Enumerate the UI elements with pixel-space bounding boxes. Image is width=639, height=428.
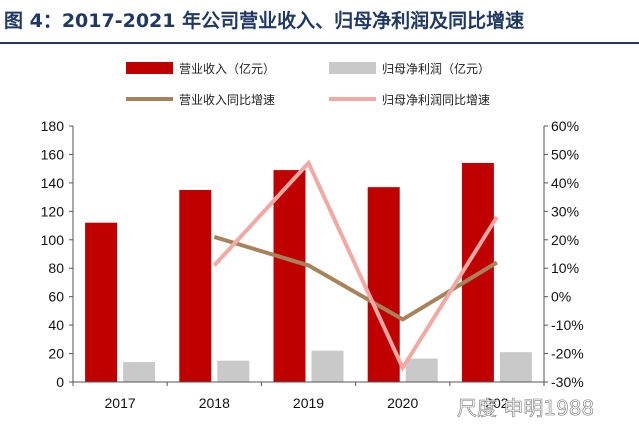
bar-s0-2019 <box>273 170 306 382</box>
left-tick-label: 20 <box>48 346 64 362</box>
left-tick-label: 40 <box>48 317 64 333</box>
bar-s1-2017 <box>123 362 156 382</box>
x-tick-label: 202 <box>485 395 509 411</box>
chart-title: 图 4：2017-2021 年公司营业收入、归母净利润及同比增速 <box>4 9 524 32</box>
left-tick-label: 160 <box>41 146 65 162</box>
left-tick-label: 180 <box>41 118 65 134</box>
legend-label-3: 归母净利润同比增速 <box>382 93 490 107</box>
bar-s1-2018 <box>217 360 250 382</box>
right-tick-label: 40% <box>551 175 579 191</box>
bars <box>85 162 532 382</box>
bar-s1-2020 <box>405 358 438 382</box>
left-tick-label: 0 <box>56 374 64 390</box>
right-tick-label: 50% <box>551 146 579 162</box>
legend-label-2: 营业收入同比增速 <box>179 93 275 107</box>
x-tick-label: 2017 <box>105 395 136 411</box>
lines <box>212 159 499 373</box>
watermark: 尺度 申明1988 <box>457 396 594 420</box>
x-axis-ticks: 2017 2018 2019 2020 202 <box>105 395 509 411</box>
legend-swatch-0 <box>126 62 173 74</box>
right-tick-label: 30% <box>551 203 579 219</box>
left-tick-label: 60 <box>48 289 64 305</box>
bar-s1-2019 <box>311 350 344 382</box>
legend: 营业收入（亿元） 归母净利润（亿元） 营业收入同比增速 归母净利润同比增速 <box>126 61 490 107</box>
left-tick-label: 100 <box>41 232 65 248</box>
line-series-0 <box>213 234 498 322</box>
legend-label-0: 营业收入（亿元） <box>179 61 275 76</box>
left-tick-label: 140 <box>41 175 65 191</box>
axes <box>72 126 545 386</box>
right-tick-label: -10% <box>551 317 584 333</box>
right-tick-label: 60% <box>551 118 579 134</box>
left-axis-ticks: 0 20 40 60 80 100 120 140 160 180 <box>41 118 73 390</box>
left-tick-label: 80 <box>48 260 64 276</box>
right-tick-label: -20% <box>551 346 584 362</box>
bar-s1-2021 <box>499 352 532 382</box>
right-tick-label: 10% <box>551 260 579 276</box>
left-tick-label: 120 <box>41 203 65 219</box>
bar-s0-2017 <box>85 222 118 382</box>
legend-swatch-1 <box>329 62 376 74</box>
right-tick-label: 20% <box>551 232 579 248</box>
right-tick-label: 0% <box>551 289 571 305</box>
right-tick-label: -30% <box>551 374 584 390</box>
x-tick-label: 2018 <box>199 395 230 411</box>
x-tick-label: 2019 <box>293 395 324 411</box>
x-tick-label: 2020 <box>387 395 418 411</box>
right-axis-ticks: -30% -20% -10% 0% 10% 20% 30% 40% 50% 60% <box>544 118 584 390</box>
legend-label-1: 归母净利润（亿元） <box>382 61 490 76</box>
bar-s0-2018 <box>179 190 212 382</box>
line-series-1 <box>212 159 499 373</box>
